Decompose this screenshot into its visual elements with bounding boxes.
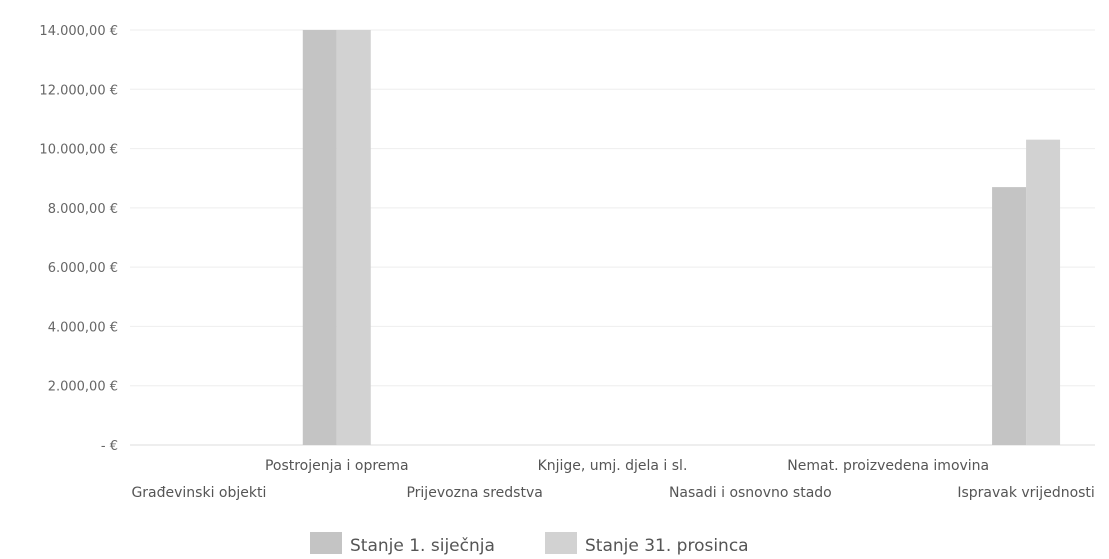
x-category-label: Nemat. proizvedena imovina xyxy=(787,458,989,474)
bar xyxy=(992,187,1027,445)
y-axis-ticks: - € 2.000,00 € 4.000,00 € 6.000,00 € 8.000,0… xyxy=(39,24,118,454)
x-category-label: Prijevozna sredstva xyxy=(406,485,542,501)
y-tick-label: 8.000,00 € xyxy=(48,202,118,217)
bar xyxy=(336,30,371,445)
legend-label: Stanje 31. prosinca xyxy=(585,536,749,556)
legend-swatch xyxy=(310,532,342,554)
y-tick-label: 4.000,00 € xyxy=(48,320,118,335)
x-category-label: Knjige, umj. djela i sl. xyxy=(538,458,688,474)
y-tick-label: - € xyxy=(101,439,118,454)
legend: Stanje 1. siječnja Stanje 31. prosinca xyxy=(310,532,749,556)
y-tick-label: 10.000,00 € xyxy=(39,143,118,158)
x-axis-categories: Građevinski objekti Postrojenja i oprema P… xyxy=(131,458,1094,501)
x-category-label: Postrojenja i oprema xyxy=(265,458,409,474)
y-tick-label: 2.000,00 € xyxy=(48,380,118,395)
y-tick-label: 6.000,00 € xyxy=(48,261,118,276)
x-category-label: Građevinski objekti xyxy=(131,485,266,501)
bar xyxy=(302,30,337,445)
x-category-label: Ispravak vrijednosti xyxy=(957,485,1095,501)
bars xyxy=(302,30,1061,445)
y-tick-label: 12.000,00 € xyxy=(39,83,118,98)
y-tick-label: 14.000,00 € xyxy=(39,24,118,39)
legend-swatch xyxy=(545,532,577,554)
gridlines xyxy=(130,29,1095,446)
legend-label: Stanje 1. siječnja xyxy=(350,536,495,556)
bar xyxy=(1026,139,1061,445)
x-category-label: Nasadi i osnovno stado xyxy=(669,485,832,501)
